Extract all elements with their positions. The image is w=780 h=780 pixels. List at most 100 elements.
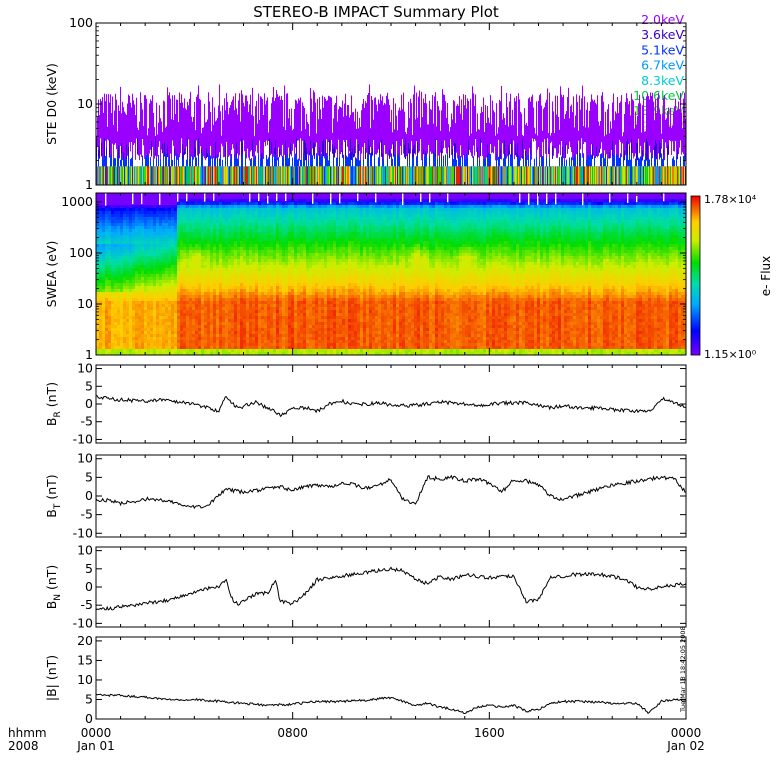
swea-cell bbox=[243, 271, 247, 275]
swea-cell bbox=[213, 199, 217, 203]
swea-cell bbox=[147, 319, 151, 323]
ste-bar-5keV bbox=[150, 157, 152, 167]
ste-bar-high-energy bbox=[578, 166, 580, 185]
ste-bar-high-energy bbox=[151, 166, 153, 185]
ste-bar-high-energy bbox=[522, 166, 524, 185]
swea-cell bbox=[219, 322, 223, 326]
ste-bar-high-energy bbox=[519, 166, 521, 185]
swea-cell bbox=[138, 217, 142, 221]
swea-cell bbox=[228, 220, 232, 224]
swea-cell bbox=[114, 256, 118, 260]
swea-cell bbox=[120, 292, 124, 296]
swea-cell bbox=[183, 298, 187, 302]
swea-cell bbox=[234, 217, 238, 221]
swea-cell bbox=[96, 286, 100, 290]
ste-bar-2keV bbox=[640, 103, 642, 185]
swea-cell bbox=[216, 220, 220, 224]
ste-bar-5keV bbox=[580, 153, 582, 167]
swea-cell bbox=[222, 274, 226, 278]
ste-bar-5keV bbox=[252, 156, 254, 167]
swea-cell bbox=[162, 280, 166, 284]
swea-cell bbox=[108, 316, 112, 320]
ste-bar-5keV bbox=[168, 159, 170, 167]
swea-cell bbox=[207, 208, 211, 212]
swea-cell bbox=[231, 298, 235, 302]
swea-cell bbox=[135, 295, 139, 299]
swea-cell bbox=[99, 331, 103, 335]
swea-cell bbox=[135, 346, 139, 350]
swea-cell bbox=[219, 214, 223, 218]
swea-cell bbox=[156, 235, 160, 239]
swea-cell bbox=[159, 340, 163, 344]
ste-bar-2keV bbox=[616, 113, 618, 185]
swea-cell bbox=[201, 346, 205, 350]
swea-cell bbox=[210, 208, 214, 212]
ste-bar-high-energy bbox=[475, 166, 477, 185]
ste-bar-5keV bbox=[465, 159, 467, 167]
swea-cell bbox=[153, 340, 157, 344]
swea-cell bbox=[135, 319, 139, 323]
swea-cell bbox=[201, 298, 205, 302]
swea-cell bbox=[225, 304, 229, 308]
swea-cell bbox=[144, 292, 148, 296]
swea-cell bbox=[168, 217, 172, 221]
ste-bar-high-energy bbox=[515, 166, 517, 185]
swea-cell bbox=[243, 319, 247, 323]
swea-cell bbox=[216, 193, 220, 197]
ste-bar-5keV bbox=[468, 154, 470, 167]
ste-bar-5keV bbox=[141, 156, 143, 167]
ste-bar-5keV bbox=[334, 157, 336, 167]
swea-cell bbox=[213, 226, 217, 230]
swea-cell bbox=[207, 292, 211, 296]
ste-bar-5keV bbox=[407, 157, 409, 167]
ste-bar-2keV bbox=[443, 94, 445, 185]
ste-bar-5keV bbox=[113, 159, 115, 167]
ste-bar-2keV bbox=[538, 100, 540, 185]
swea-cell bbox=[114, 265, 118, 269]
swea-cell bbox=[183, 319, 187, 323]
swea-cell bbox=[195, 253, 199, 257]
swea-cell bbox=[222, 298, 226, 302]
ste-bar-5keV bbox=[575, 157, 577, 167]
ste-bar-2keV bbox=[681, 112, 683, 185]
swea-cell bbox=[177, 271, 181, 275]
swea-cell bbox=[225, 244, 229, 248]
ste-bar-high-energy bbox=[125, 166, 127, 185]
swea-cell bbox=[141, 292, 145, 296]
swea-cell bbox=[132, 304, 136, 308]
swea-cell bbox=[141, 316, 145, 320]
ste-bar-high-energy bbox=[642, 166, 644, 185]
swea-cell bbox=[135, 310, 139, 314]
swea-cell bbox=[237, 232, 241, 236]
ste-bar-5keV bbox=[493, 153, 495, 167]
ste-bar-high-energy bbox=[503, 166, 505, 185]
swea-cell bbox=[252, 211, 256, 215]
ste-bar-high-energy bbox=[539, 166, 541, 185]
ste-bar-5keV bbox=[441, 160, 443, 167]
ste-bar-high-energy bbox=[153, 166, 155, 185]
swea-cell bbox=[111, 256, 115, 260]
swea-cell bbox=[240, 292, 244, 296]
ste-bar-2keV bbox=[223, 120, 225, 185]
ste-bar-high-energy bbox=[506, 166, 508, 185]
swea-cell bbox=[129, 292, 133, 296]
swea-cell bbox=[126, 223, 130, 227]
ste-bar-2keV bbox=[531, 96, 533, 185]
swea-cell bbox=[192, 271, 196, 275]
swea-cell bbox=[174, 268, 178, 272]
ste-bar-5keV bbox=[271, 153, 273, 167]
ste-bar-high-energy bbox=[491, 166, 493, 185]
swea-cell bbox=[213, 304, 217, 308]
swea-cell bbox=[162, 304, 166, 308]
swea-cell bbox=[174, 337, 178, 341]
swea-cell bbox=[165, 298, 169, 302]
ste-bar-high-energy bbox=[397, 166, 399, 185]
swea-cell bbox=[180, 340, 184, 344]
swea-cell bbox=[252, 226, 256, 230]
swea-cell bbox=[156, 304, 160, 308]
swea-cell bbox=[183, 271, 187, 275]
swea-cell bbox=[96, 214, 100, 218]
ste-bar-2keV bbox=[367, 95, 369, 185]
ste-bar-high-energy bbox=[587, 166, 589, 185]
swea-cell bbox=[183, 214, 187, 218]
